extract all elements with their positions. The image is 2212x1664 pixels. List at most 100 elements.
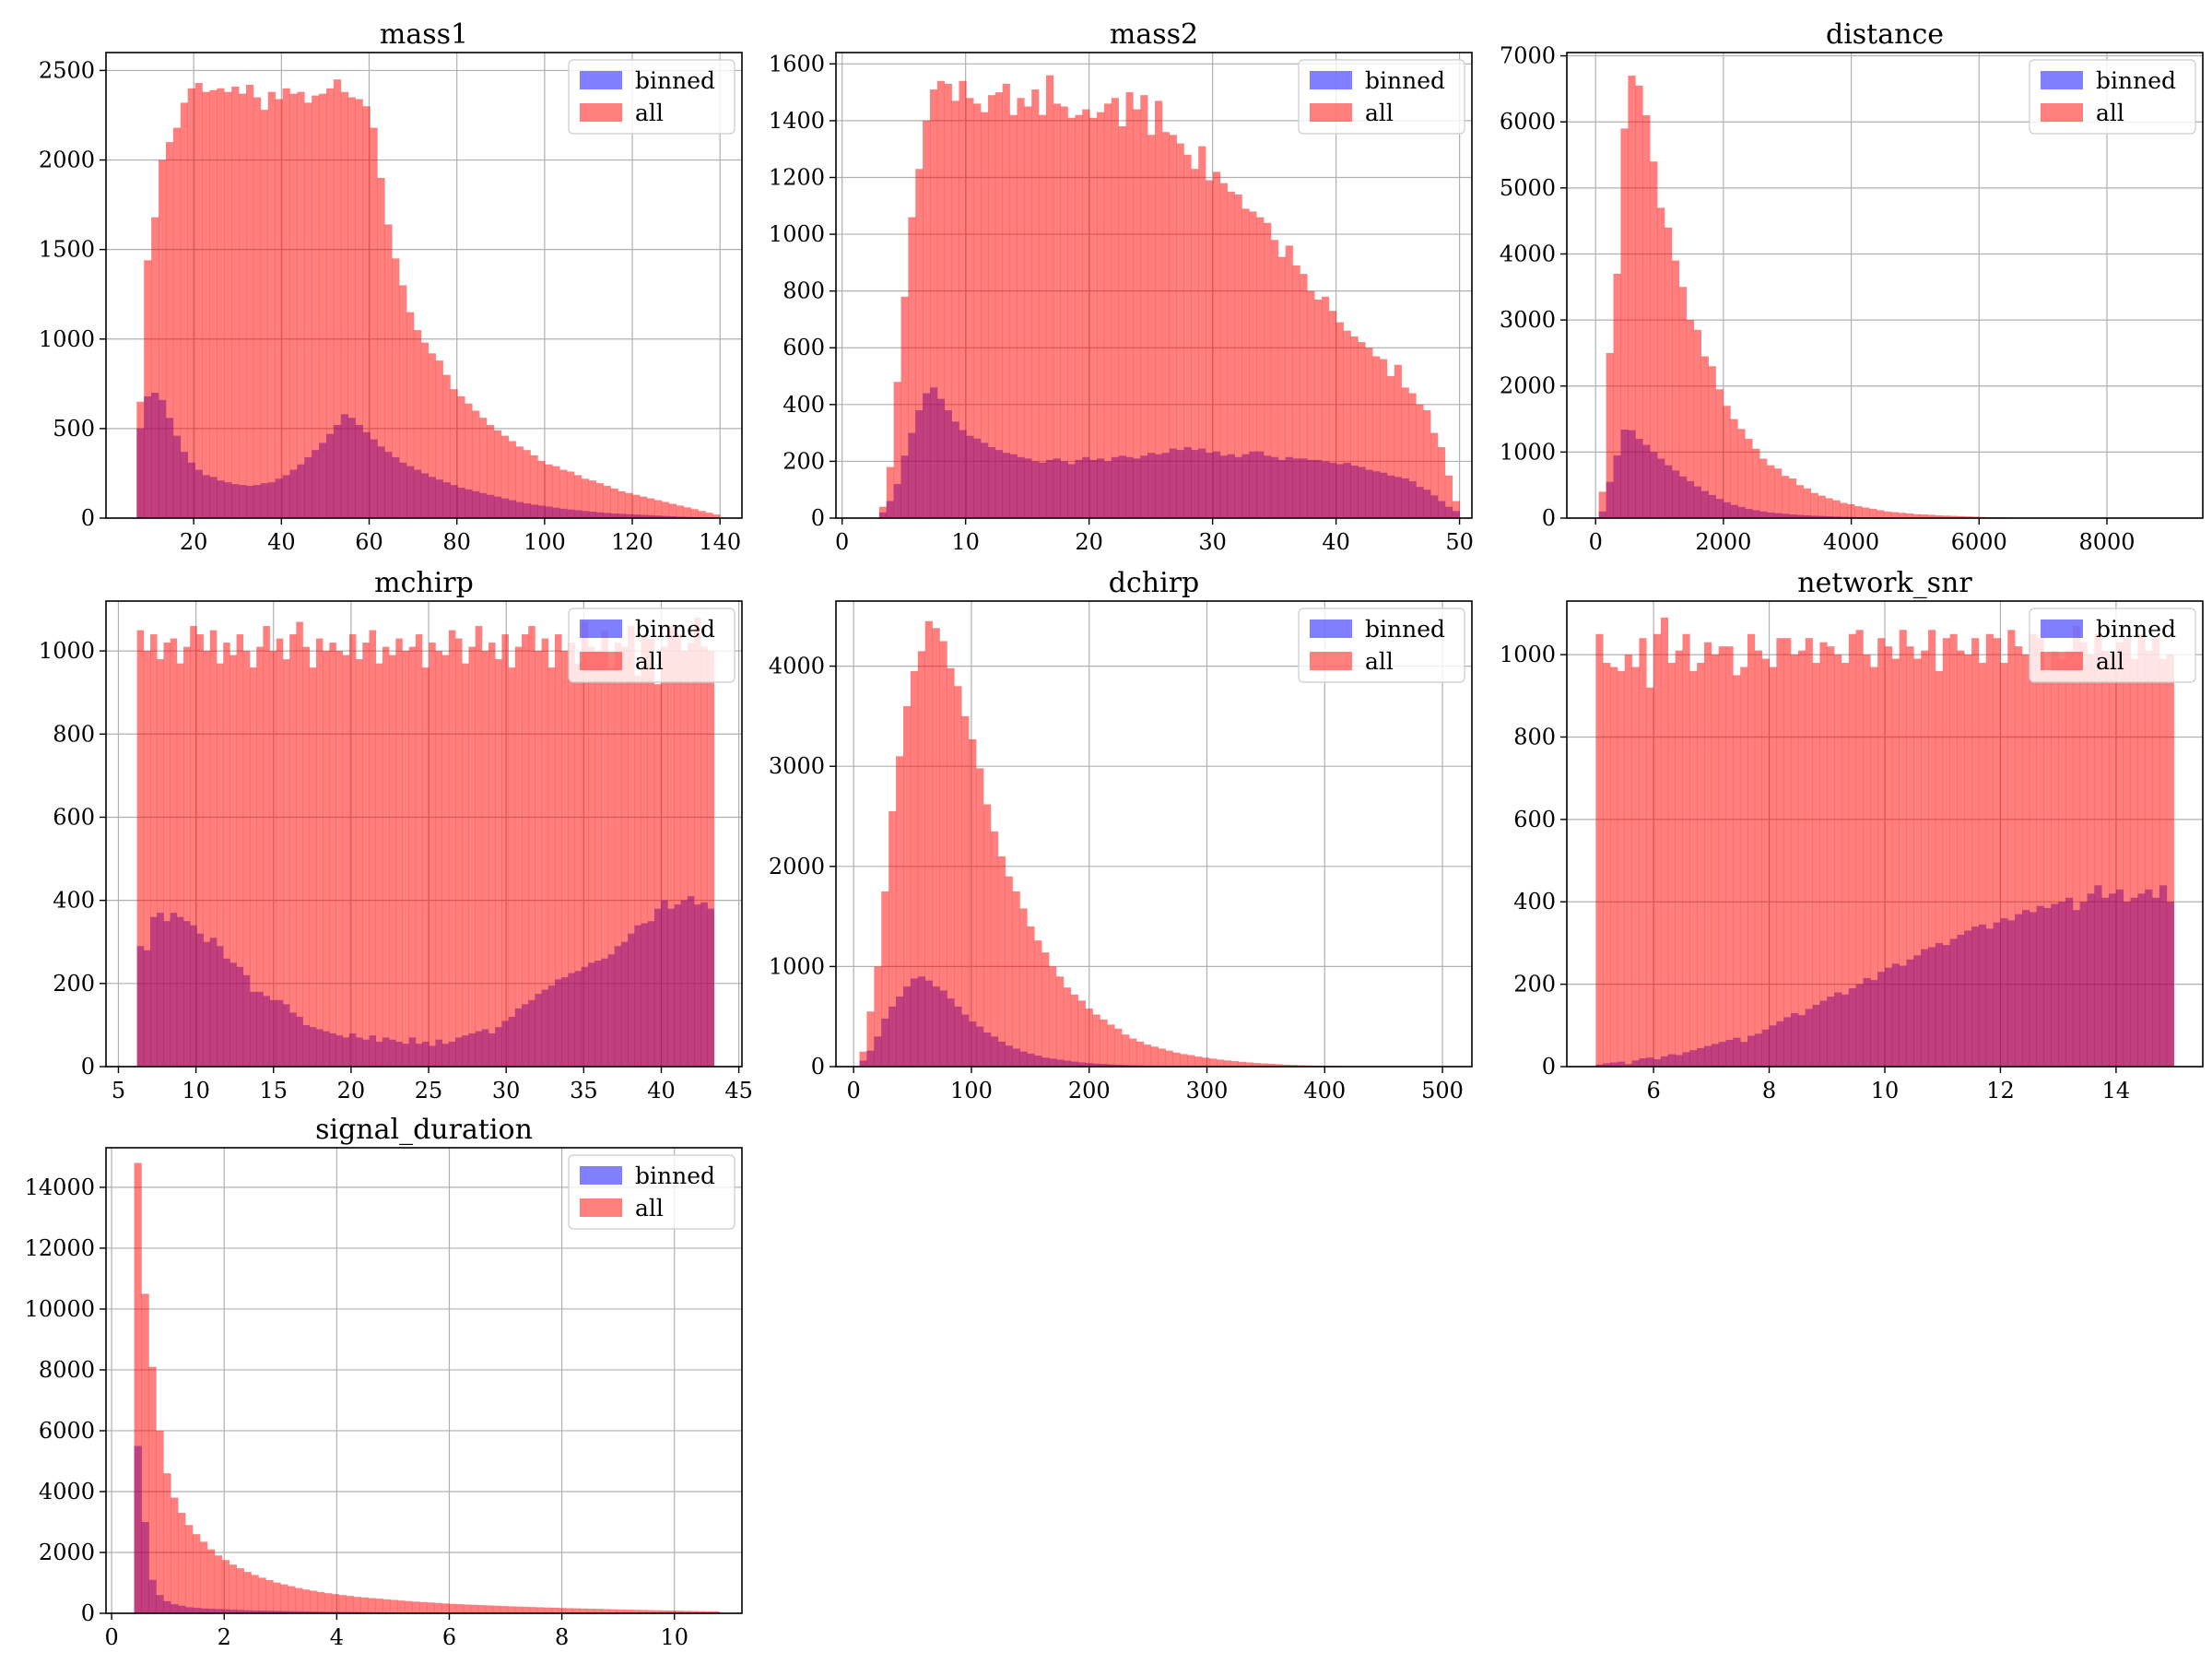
bar-all [297, 92, 304, 518]
bar-all [280, 1585, 288, 1613]
y-tick-label: 1000 [769, 221, 825, 247]
y-tick-label: 3000 [1500, 307, 1556, 333]
legend-swatch-binned [580, 71, 622, 89]
bar-all [1840, 503, 1847, 518]
bar-all [1625, 655, 1632, 1067]
bar-all [217, 664, 223, 1067]
bar-all [173, 128, 181, 518]
bar-all [390, 1599, 397, 1613]
bar-all [1709, 366, 1716, 518]
bar-all [1885, 646, 1892, 1067]
bar-all [628, 626, 634, 1067]
bar-all [1329, 311, 1336, 518]
bar-all [231, 87, 239, 518]
bar-all [253, 98, 261, 518]
bar-all [1126, 92, 1134, 518]
bar-all [370, 631, 376, 1067]
bar-all [1806, 638, 1813, 1067]
bar-all [647, 499, 654, 518]
bar-all [429, 643, 435, 1067]
bar-all [1950, 634, 1958, 1067]
legend-label-all: all [635, 648, 664, 675]
bar-all [1759, 459, 1767, 518]
bar-all [1133, 110, 1140, 518]
bar-all [1832, 501, 1840, 518]
x-tick-label: 100 [950, 1078, 993, 1103]
y-tick-label: 600 [53, 804, 95, 830]
bar-all [1019, 908, 1027, 1067]
bar-all [1256, 218, 1264, 518]
y-tick-label: 800 [1513, 724, 1556, 749]
bar-all [2116, 643, 2124, 1067]
bar-all [402, 651, 408, 1067]
bar-all [258, 1577, 265, 1613]
y-tick-label: 6000 [39, 1418, 95, 1444]
bar-all [348, 98, 356, 518]
y-tick-label: 1500 [39, 237, 95, 263]
x-tick-label: 0 [847, 1078, 861, 1103]
bar-all [268, 92, 276, 518]
bar-all [181, 102, 188, 518]
bar-all [237, 634, 243, 1067]
panel-title: distance [1826, 18, 1944, 51]
bar-all [1716, 389, 1724, 518]
x-tick-label: 25 [415, 1078, 443, 1103]
bar-all [1249, 211, 1256, 518]
bar-all [1217, 1059, 1224, 1067]
legend-label-binned: binned [635, 67, 715, 94]
bar-all [654, 684, 661, 1067]
bar-all [2058, 659, 2065, 1067]
legend-swatch-all [580, 1198, 622, 1217]
y-tick-label: 5000 [1500, 175, 1556, 201]
bar-all [1755, 651, 1762, 1067]
y-tick-label: 1200 [769, 164, 825, 190]
bar-all [1863, 655, 1870, 1067]
bar-all [2030, 634, 2037, 1067]
bar-all [1774, 468, 1782, 518]
bar-all [449, 631, 455, 1067]
bar-all [1826, 499, 1833, 518]
bar-all [908, 218, 915, 518]
bar-all [888, 811, 896, 1067]
bar-all [157, 659, 163, 1067]
bar-all [1071, 995, 1078, 1067]
bar-all [2137, 634, 2145, 1067]
bar-all [1430, 433, 1438, 518]
bar-all [356, 100, 363, 519]
bar-all [283, 659, 289, 1067]
bar-all [954, 686, 961, 1067]
x-tick-label: 8000 [2078, 529, 2135, 555]
bar-all [288, 1587, 295, 1613]
bar-all [1804, 489, 1811, 518]
bar-all [515, 647, 522, 1067]
bar-all [1689, 671, 1697, 1067]
x-tick-label: 20 [180, 529, 208, 555]
bar-all [1900, 630, 1907, 1067]
bar-all [567, 472, 574, 519]
bar-all [464, 1604, 471, 1613]
bar-all [588, 647, 594, 1067]
y-tick-label: 2000 [769, 854, 825, 879]
bar-all [1187, 1056, 1194, 1067]
bar-all [261, 110, 268, 518]
bar-all [860, 1052, 867, 1067]
bar-all [1286, 245, 1293, 518]
y-tick-label: 14000 [25, 1174, 95, 1200]
bar-all [551, 1608, 559, 1613]
bar-all [2101, 651, 2109, 1067]
bar-all [1661, 618, 1668, 1067]
bar-all [930, 89, 937, 518]
bar-all [611, 489, 618, 518]
legend-label-all: all [635, 1195, 664, 1221]
panel-title: dchirp [1109, 567, 1199, 599]
bar-all [144, 651, 150, 1067]
bar-all [945, 84, 952, 518]
bar-all [1964, 655, 1971, 1067]
bar-all [536, 1607, 544, 1613]
bar-all [552, 466, 559, 518]
bar-all [2007, 630, 2015, 1067]
